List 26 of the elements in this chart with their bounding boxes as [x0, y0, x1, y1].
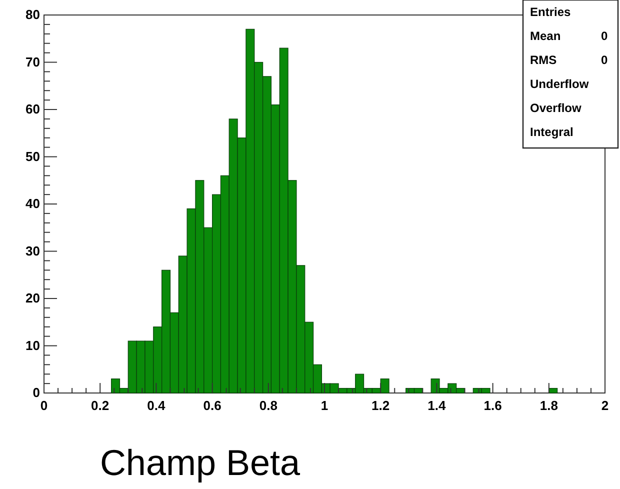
x-tick-label: 1.8 [540, 398, 558, 413]
y-tick-label: 70 [26, 54, 40, 70]
y-tick-label: 10 [26, 338, 40, 353]
x-tick-label: 0.6 [203, 398, 222, 413]
y-tick-label: 50 [26, 148, 40, 164]
x-tick-label: 2 [601, 398, 609, 413]
x-tick-label: 0.8 [259, 398, 278, 413]
y-tick-label: 60 [26, 102, 40, 116]
annotation: Entries [530, 5, 572, 19]
text: Mean 0 [530, 29, 608, 43]
x-tick-label: 1 [320, 398, 328, 413]
text: RMS 0 [530, 53, 608, 67]
x-axis-title: Champ Beta [100, 442, 302, 483]
annotation: Underflow [530, 77, 590, 91]
x-tick-label: 1.4 [428, 398, 447, 413]
y-tick-label: 30 [26, 243, 40, 258]
x-tick-label: 1.6 [484, 398, 502, 413]
x-tick-label: 0.4 [147, 398, 166, 413]
y-tick-label: 0 [32, 385, 40, 400]
x-tick-label: 0.2 [91, 398, 110, 413]
y-tick-label: 40 [26, 196, 40, 211]
x-tick-label: 1.2 [372, 398, 390, 413]
annotation: Integral [530, 125, 574, 139]
annotation: Overflow [530, 101, 582, 115]
y-tick-label: 20 [26, 290, 40, 306]
y-tick-label: 80 [26, 7, 40, 22]
